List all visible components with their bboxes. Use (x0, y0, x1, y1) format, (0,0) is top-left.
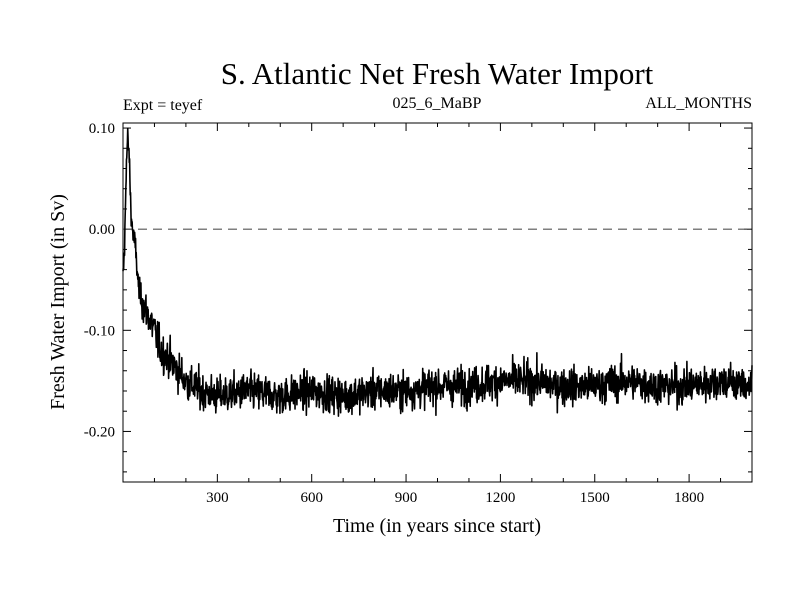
x-tick-label: 600 (300, 490, 323, 506)
subtitle-center: 025_6_MaBP (393, 95, 482, 112)
chart-title: S. Atlantic Net Fresh Water Import (221, 56, 654, 91)
y-tick-label: -0.20 (84, 424, 115, 440)
series-group (122, 127, 753, 417)
series-line (122, 127, 753, 417)
y-axis: 0.10 0.00 -0.10 -0.20 (84, 121, 752, 440)
subtitle-left: Expt = teyef (123, 97, 203, 114)
x-axis: 300 600 900 1200 1500 1800 (206, 123, 704, 506)
x-tick-label: 1200 (485, 490, 515, 506)
y-tick-label: 0.00 (89, 222, 115, 238)
subtitle-right: ALL_MONTHS (645, 95, 752, 112)
y-tick-label: -0.10 (84, 323, 115, 339)
x-tick-label: 1500 (580, 490, 610, 506)
x-tick-label: 1800 (674, 490, 704, 506)
x-axis-label: Time (in years since start) (333, 515, 541, 537)
plot-frame (122, 122, 753, 483)
x-tick-label: 300 (206, 490, 229, 506)
y-axis-label: Fresh Water Import (in Sv) (47, 194, 69, 410)
minor-ticks (122, 123, 753, 482)
y-tick-label: 0.10 (89, 121, 115, 137)
x-tick-label: 900 (395, 490, 418, 506)
